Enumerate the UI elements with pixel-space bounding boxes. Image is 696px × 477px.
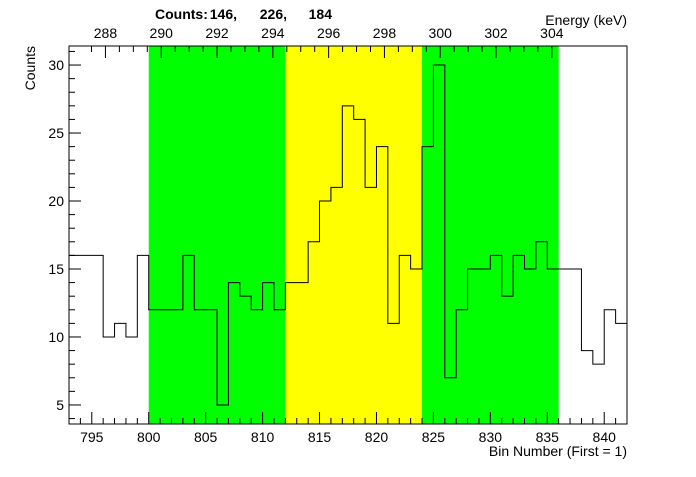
energy-tick-label: 294 [261, 25, 285, 41]
x-axis-title: Bin Number (First = 1) [489, 443, 627, 459]
counts-value-right: 184 [309, 6, 333, 22]
x-tick-label: 835 [536, 429, 560, 445]
y-tick-label: 5 [56, 397, 64, 413]
y-tick-label: 10 [48, 329, 64, 345]
y-tick-label: 20 [48, 193, 64, 209]
x-tick-label: 810 [251, 429, 275, 445]
energy-tick-label: 288 [94, 25, 118, 41]
x-tick-label: 805 [194, 429, 218, 445]
top-axis-title: Energy (keV) [545, 12, 627, 28]
y-axis-title: Counts [22, 46, 38, 90]
energy-tick-label: 298 [373, 25, 397, 41]
x-tick-label: 800 [137, 429, 161, 445]
x-tick-label: 815 [308, 429, 332, 445]
energy-tick-label: 300 [429, 25, 453, 41]
counts-value-left: 146, [210, 6, 237, 22]
x-tick-label: 840 [593, 429, 617, 445]
energy-tick-label: 292 [205, 25, 229, 41]
energy-tick-label: 296 [317, 25, 341, 41]
energy-tick-label: 304 [540, 25, 564, 41]
histogram-series-line [69, 64, 627, 406]
x-tick-label: 795 [80, 429, 104, 445]
y-tick-label: 25 [48, 125, 64, 141]
plot-frame [68, 45, 628, 425]
x-tick-label: 820 [365, 429, 389, 445]
region-peak [285, 46, 423, 424]
y-tick-label: 30 [48, 57, 64, 73]
energy-tick-label: 302 [484, 25, 508, 41]
x-tick-label: 830 [479, 429, 503, 445]
regions-layer [148, 46, 559, 424]
ticks-layer [68, 46, 628, 424]
labels-layer: 795 800 805 810 815 820 825 830 835 840 5 10 15 20 25 3… [48, 25, 616, 445]
y-tick-label: 15 [48, 261, 64, 277]
region-background-right [422, 46, 559, 424]
x-tick-label: 825 [422, 429, 446, 445]
energy-tick-label: 290 [150, 25, 174, 41]
counts-value-peak: 226, [260, 6, 287, 22]
counts-label: Counts: [155, 6, 208, 22]
